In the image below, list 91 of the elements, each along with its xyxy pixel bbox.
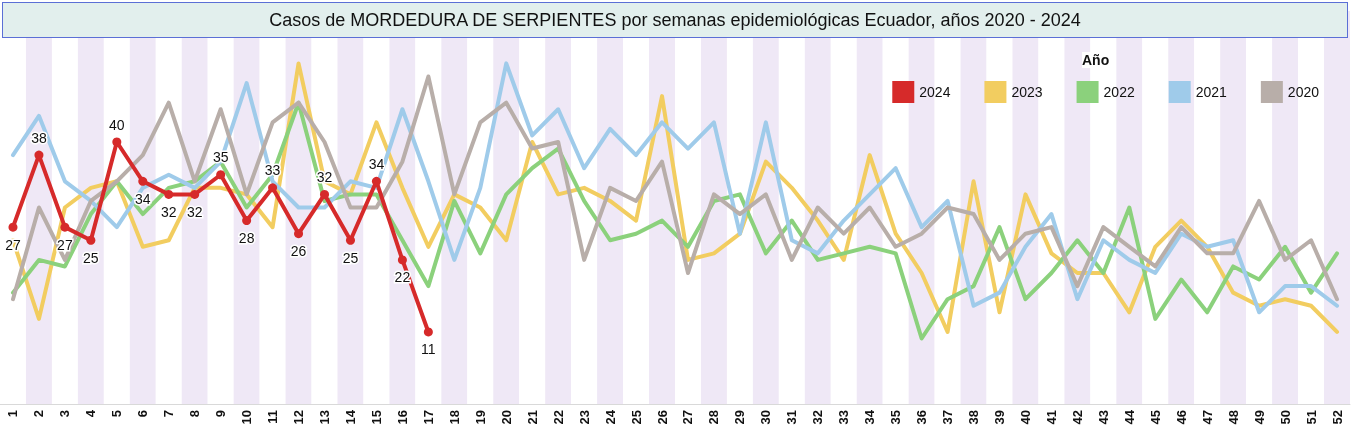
point xyxy=(397,255,407,265)
x-tick-label: 27 xyxy=(680,410,696,425)
point xyxy=(371,176,381,186)
x-tick-label: 51 xyxy=(1303,410,1319,425)
data-label: 11 xyxy=(421,341,436,358)
legend-title: Año xyxy=(1082,52,1110,68)
x-tick-label: 34 xyxy=(862,409,878,425)
x-tick-label: 46 xyxy=(1173,410,1189,425)
x-tick-label: 35 xyxy=(888,410,904,425)
x-tick-label: 11 xyxy=(265,410,281,424)
x-tick-label: 19 xyxy=(472,410,488,425)
x-tick-label: 26 xyxy=(654,410,670,425)
x-tick-label: 41 xyxy=(1043,410,1059,425)
x-tick-label: 3 xyxy=(57,410,73,418)
point xyxy=(268,183,278,193)
x-tick-label: 17 xyxy=(420,410,436,425)
data-label: 26 xyxy=(290,243,307,260)
x-tick-label: 32 xyxy=(810,410,826,425)
x-tick-label: 20 xyxy=(498,410,514,425)
x-tick-label: 50 xyxy=(1277,410,1293,425)
point xyxy=(112,137,122,147)
data-label: 25 xyxy=(342,249,359,266)
point xyxy=(8,222,18,232)
data-label: 34 xyxy=(368,155,385,172)
x-tick-label: 21 xyxy=(524,410,540,425)
point xyxy=(216,170,226,180)
data-label: 27 xyxy=(57,236,73,253)
data-label: 32 xyxy=(316,168,333,185)
x-tick-label: 24 xyxy=(602,409,618,425)
data-label: 32 xyxy=(160,203,177,220)
x-tick-label: 36 xyxy=(914,410,930,425)
x-tick-label: 43 xyxy=(1095,410,1111,425)
point xyxy=(60,222,70,232)
x-tick-label: 52 xyxy=(1329,410,1345,425)
point xyxy=(242,216,252,226)
x-tick-label: 31 xyxy=(784,410,800,425)
point xyxy=(320,189,330,199)
x-tick-label: 30 xyxy=(758,410,774,425)
x-tick-label: 40 xyxy=(1017,410,1033,425)
x-tick-label: 16 xyxy=(394,410,410,425)
x-tick-label: 1 xyxy=(5,410,21,418)
x-tick-label: 33 xyxy=(836,410,852,425)
x-tick-label: 12 xyxy=(291,410,307,425)
data-label: 25 xyxy=(83,249,99,266)
data-label: 33 xyxy=(264,162,281,179)
point xyxy=(138,176,148,186)
point xyxy=(164,189,174,199)
x-tick-label: 45 xyxy=(1147,410,1163,425)
x-tick-label: 9 xyxy=(213,410,229,418)
point xyxy=(294,229,304,239)
x-tick-label: 10 xyxy=(239,410,255,425)
x-tick-label: 14 xyxy=(342,409,358,425)
x-tick-label: 25 xyxy=(628,410,644,425)
data-label: 38 xyxy=(31,129,47,146)
x-tick-label: 13 xyxy=(317,410,333,425)
x-tick-label: 23 xyxy=(576,410,592,425)
x-tick-label: 28 xyxy=(706,410,722,425)
data-label: 28 xyxy=(238,230,255,247)
x-tick-label: 38 xyxy=(966,410,982,425)
legend-label: 2020 xyxy=(1287,84,1320,100)
x-tick-label: 18 xyxy=(446,410,462,425)
x-tick-label: 5 xyxy=(109,410,125,418)
point xyxy=(34,150,44,160)
legend-label: 2023 xyxy=(1011,84,1043,100)
chart-title: Casos de MORDEDURA DE SERPIENTES por semanas epidemiológicas Ecuador, años 2020 - 2024 xyxy=(2,2,1348,38)
x-tick-label: 44 xyxy=(1121,409,1137,425)
x-tick-label: 2 xyxy=(31,410,47,418)
x-tick-label: 39 xyxy=(992,410,1008,425)
x-tick-label: 37 xyxy=(940,410,956,425)
x-tick-label: 49 xyxy=(1251,410,1267,425)
point xyxy=(345,235,355,245)
x-tick-label: 22 xyxy=(550,410,566,425)
x-tick-label: 29 xyxy=(732,410,748,425)
data-label: 40 xyxy=(109,116,125,133)
data-label: 32 xyxy=(186,203,203,220)
x-tick-label: 15 xyxy=(368,410,384,425)
legend-label: 2021 xyxy=(1195,84,1228,100)
x-tick-label: 48 xyxy=(1225,410,1241,425)
x-tick-label: 6 xyxy=(135,410,151,418)
data-label: 35 xyxy=(212,149,229,166)
x-tick-label: 47 xyxy=(1199,410,1215,425)
x-tick-label: 7 xyxy=(161,410,177,418)
legend-label: 2022 xyxy=(1103,84,1135,100)
point xyxy=(190,189,200,199)
data-label: 34 xyxy=(135,190,151,207)
x-tick-label: 4 xyxy=(83,409,99,418)
legend-label: 2024 xyxy=(919,84,951,100)
x-tick-label: 8 xyxy=(187,410,203,418)
x-tick-label: 42 xyxy=(1069,410,1085,425)
point xyxy=(423,327,433,337)
point xyxy=(86,235,96,245)
